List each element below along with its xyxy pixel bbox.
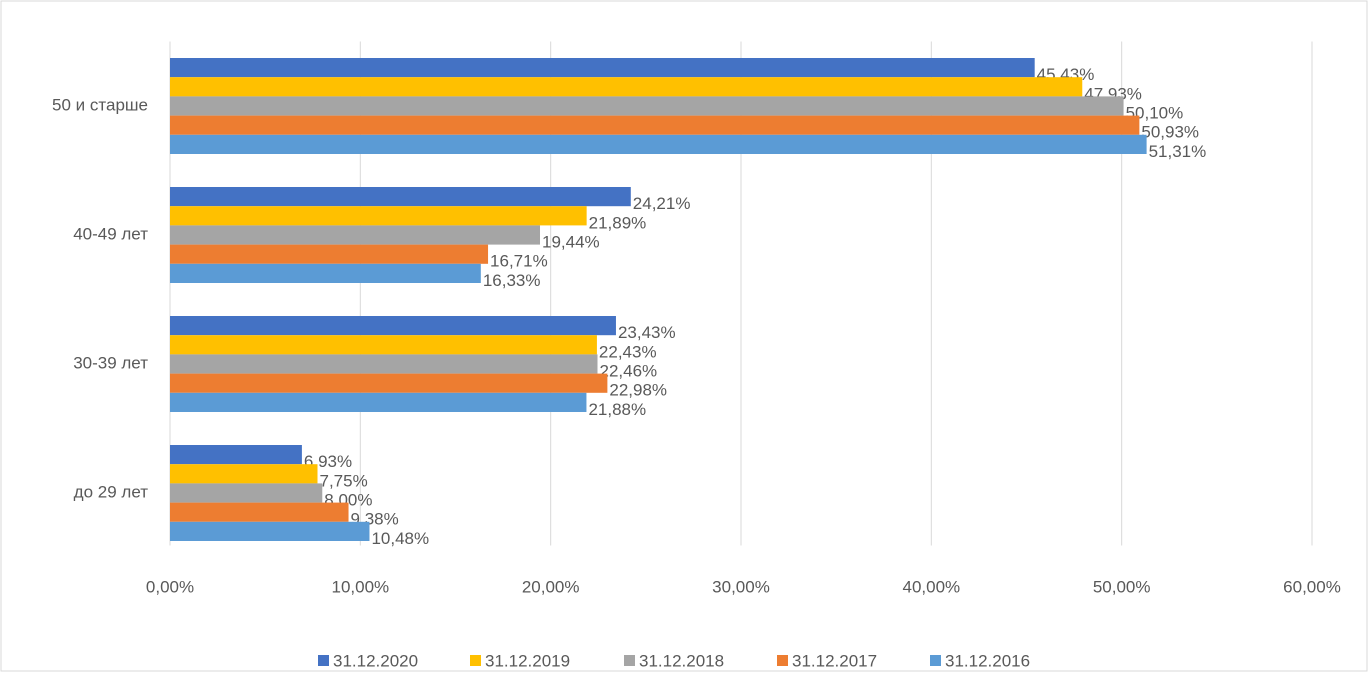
bar bbox=[170, 464, 318, 484]
y-tick-label: до 29 лет bbox=[74, 482, 149, 501]
data-label: 22,43% bbox=[599, 342, 657, 361]
bar bbox=[170, 134, 1147, 154]
bar bbox=[170, 445, 302, 465]
legend-swatch bbox=[318, 655, 329, 666]
legend-label: 31.12.2020 bbox=[333, 651, 418, 670]
y-tick-label: 30-39 лет bbox=[73, 353, 148, 372]
data-label: 23,43% bbox=[618, 323, 676, 342]
bar bbox=[170, 77, 1083, 97]
bar bbox=[170, 58, 1035, 78]
bar bbox=[170, 244, 489, 264]
data-label: 50,10% bbox=[1126, 103, 1184, 122]
bar bbox=[170, 96, 1124, 116]
legend-swatch bbox=[470, 655, 481, 666]
legend-label: 31.12.2017 bbox=[792, 651, 877, 670]
bar bbox=[170, 392, 587, 412]
x-tick-label: 10,00% bbox=[331, 577, 389, 596]
data-label: 24,21% bbox=[633, 194, 691, 213]
bar bbox=[170, 502, 349, 522]
legend-swatch bbox=[930, 655, 941, 666]
bar bbox=[170, 483, 323, 503]
bar bbox=[170, 335, 597, 355]
legend-swatch bbox=[624, 655, 635, 666]
data-label: 22,98% bbox=[609, 381, 667, 400]
legend-label: 31.12.2016 bbox=[945, 651, 1030, 670]
y-tick-label: 40-49 лет bbox=[73, 224, 148, 243]
x-tick-label: 30,00% bbox=[712, 577, 770, 596]
legend-label: 31.12.2019 bbox=[485, 651, 570, 670]
legend-swatch bbox=[777, 655, 788, 666]
bar bbox=[170, 354, 598, 374]
data-label: 21,88% bbox=[588, 400, 646, 419]
bar bbox=[170, 225, 541, 245]
data-label: 21,89% bbox=[589, 213, 647, 232]
bar bbox=[170, 263, 481, 283]
data-label: 16,71% bbox=[490, 252, 548, 271]
legend-label: 31.12.2018 bbox=[639, 651, 724, 670]
x-tick-label: 20,00% bbox=[522, 577, 580, 596]
x-tick-label: 50,00% bbox=[1093, 577, 1151, 596]
data-label: 10,48% bbox=[371, 529, 429, 548]
data-label: 19,44% bbox=[542, 232, 600, 251]
bar bbox=[170, 373, 608, 393]
x-tick-label: 60,00% bbox=[1283, 577, 1341, 596]
bar bbox=[170, 316, 616, 336]
data-label: 50,93% bbox=[1141, 123, 1199, 142]
bar bbox=[170, 115, 1140, 135]
data-label: 16,33% bbox=[483, 271, 541, 290]
x-tick-label: 40,00% bbox=[902, 577, 960, 596]
data-label: 7,75% bbox=[320, 471, 368, 490]
bar bbox=[170, 206, 587, 226]
bar bbox=[170, 521, 370, 541]
x-tick-label: 0,00% bbox=[146, 577, 194, 596]
data-label: 22,46% bbox=[599, 361, 657, 380]
data-label: 51,31% bbox=[1149, 142, 1207, 161]
bar bbox=[170, 187, 631, 207]
y-tick-label: 50 и старше bbox=[52, 95, 148, 114]
